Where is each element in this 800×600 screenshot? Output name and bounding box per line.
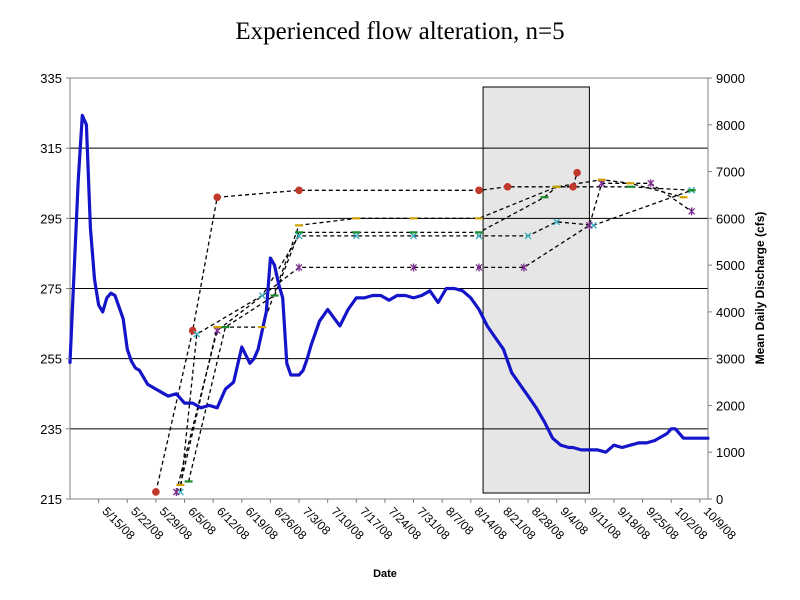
data-marker — [172, 487, 180, 496]
y-tick-label: 235 — [40, 422, 62, 437]
y2-tick-label: 9000 — [716, 71, 745, 86]
y2-tick-label: 8000 — [716, 118, 745, 133]
data-marker — [475, 186, 483, 195]
y-tick-label: 275 — [40, 282, 62, 297]
y2-tick-label: 7000 — [716, 165, 745, 180]
data-marker — [258, 292, 266, 300]
data-marker — [475, 263, 483, 272]
data-marker — [295, 263, 303, 272]
y-tick-label: 335 — [40, 71, 62, 86]
data-marker — [688, 207, 696, 216]
connector-lines — [155, 172, 692, 493]
connector-line — [179, 179, 684, 486]
data-marker — [213, 193, 222, 202]
y2-tick-label: 5000 — [716, 258, 745, 273]
connector-line — [175, 182, 692, 493]
y-axis-right: 9000 8000 7000 6000 5000 4000 3000 2000 1000 0 — [708, 71, 745, 507]
data-marker — [569, 182, 577, 191]
y-tick-label: 215 — [40, 492, 62, 507]
data-marker — [410, 232, 418, 240]
data-marker — [475, 232, 483, 240]
shaded-region — [482, 86, 590, 494]
discharge-series-line — [68, 113, 710, 454]
x-tick-label: 10/9/08 — [701, 504, 739, 542]
data-marker — [193, 330, 201, 338]
data-marker — [152, 488, 160, 496]
connector-line — [187, 186, 692, 482]
data-marker — [352, 232, 360, 240]
discharge-line — [68, 113, 710, 454]
y-tick-label: 295 — [40, 211, 62, 226]
marker-series — [152, 168, 696, 496]
data-marker — [553, 218, 561, 226]
y2-tick-label: 0 — [716, 492, 723, 507]
data-marker — [295, 232, 303, 240]
chart-title: Experienced flow alteration, n=5 — [235, 18, 565, 45]
y2-tick-label: 6000 — [716, 211, 745, 226]
y-tick-label: 315 — [40, 141, 62, 156]
data-marker — [520, 263, 528, 272]
data-marker — [573, 168, 581, 177]
y2-tick-label: 2000 — [716, 398, 745, 413]
data-marker — [585, 221, 593, 230]
data-marker — [295, 186, 303, 195]
gridlines — [70, 147, 708, 430]
y2-tick-label: 3000 — [716, 352, 745, 367]
y-axis-left: 335 315 295 275 255 235 215 — [40, 71, 70, 507]
y-tick-label: 255 — [40, 352, 62, 367]
shaded-period — [482, 86, 590, 494]
y2-tick-label: 4000 — [716, 305, 745, 320]
x-axis: 5/15/085/22/085/29/086/5/086/12/086/19/0… — [98, 499, 739, 543]
data-marker — [524, 232, 532, 240]
y2-tick-label: 1000 — [716, 445, 745, 460]
data-marker — [410, 263, 417, 272]
y2-axis-label: Mean Daily Discharge (cfs) — [753, 212, 767, 365]
x-axis-label: Date — [373, 568, 397, 580]
data-marker — [503, 182, 512, 191]
data-marker — [647, 179, 655, 188]
